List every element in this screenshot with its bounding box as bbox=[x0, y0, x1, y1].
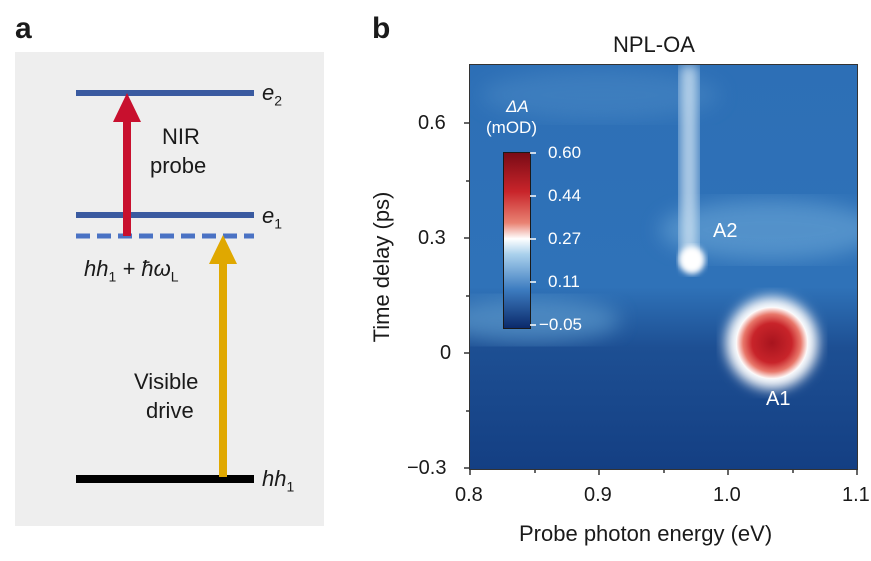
x-tick-label: 1.1 bbox=[842, 484, 870, 506]
colorbar-title-symbol: ΔA bbox=[506, 97, 529, 116]
y-tick-label: 0.6 bbox=[418, 112, 446, 134]
visible-drive-arrow bbox=[209, 235, 237, 477]
visible-label-line2: drive bbox=[146, 398, 194, 423]
panel-a-letter: a bbox=[15, 12, 32, 45]
colorbar-tick-label: −0.05 bbox=[539, 315, 583, 334]
label-e2: e2 bbox=[262, 80, 283, 109]
nir-label-line2: probe bbox=[150, 153, 207, 178]
colorbar bbox=[503, 152, 531, 329]
heatmap-plot bbox=[470, 65, 857, 469]
nir-label-line1: NIR bbox=[162, 124, 200, 149]
label-hh1: hh1 bbox=[262, 466, 295, 495]
x-tick-label: 0.9 bbox=[584, 484, 612, 506]
x-tick-label: 0.8 bbox=[455, 484, 483, 506]
colorbar-tick-label: 0.11 bbox=[548, 272, 580, 291]
colorbar-tick-label: 0.44 bbox=[548, 186, 582, 205]
chart-title: NPL-OA bbox=[613, 32, 695, 57]
colorbar-title-units: (mOD) bbox=[486, 118, 537, 137]
label-e1: e1 bbox=[262, 203, 283, 232]
feature-label-a2: A2 bbox=[713, 220, 738, 242]
x-axis-title: Probe photon energy (eV) bbox=[519, 521, 773, 546]
x-tick-label: 1.0 bbox=[713, 484, 741, 506]
y-tick-label: 0 bbox=[440, 342, 452, 364]
label-hh1-plus-hw: hh1 + ħωL bbox=[84, 256, 179, 285]
y-tick-label: −0.3 bbox=[407, 457, 447, 479]
colorbar-tick-label: 0.27 bbox=[548, 229, 582, 248]
energy-level-diagram bbox=[15, 52, 324, 526]
feature-label-a1: A1 bbox=[766, 388, 791, 410]
y-tick-label: 0.3 bbox=[418, 227, 446, 249]
nir-probe-arrow bbox=[113, 93, 141, 236]
visible-label-line1: Visible bbox=[134, 369, 199, 394]
panel-b-letter: b bbox=[372, 12, 391, 45]
colorbar-tick-label: 0.60 bbox=[548, 143, 582, 162]
